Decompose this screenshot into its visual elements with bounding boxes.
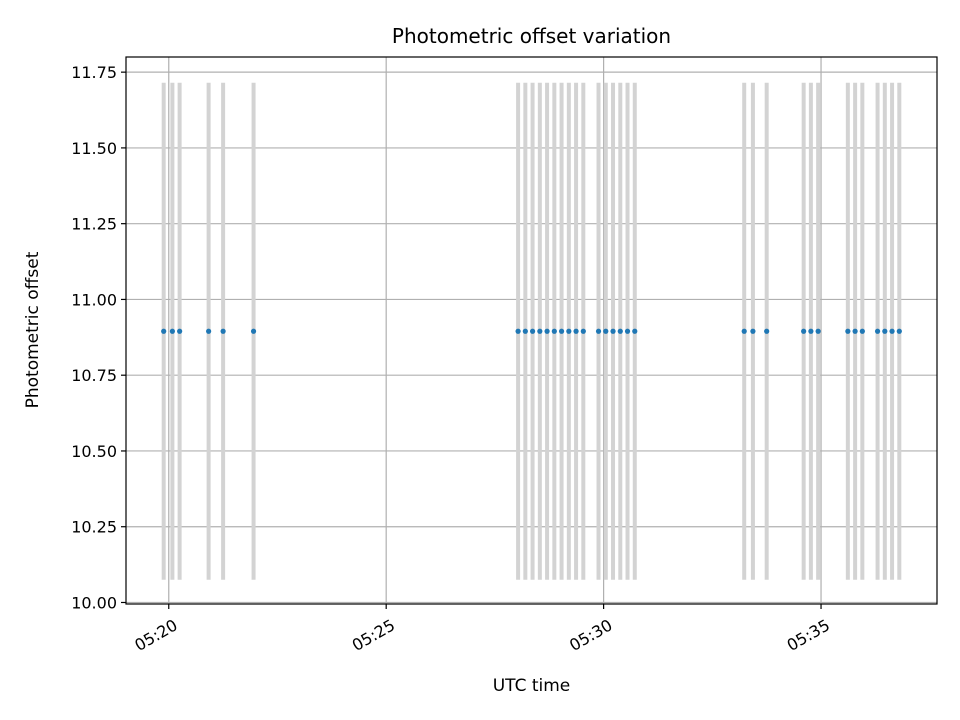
data-point xyxy=(808,328,814,334)
data-point xyxy=(551,328,557,334)
data-point xyxy=(624,328,631,334)
data-point xyxy=(859,328,865,334)
data-point xyxy=(573,328,579,334)
data-point xyxy=(250,328,257,334)
data-point xyxy=(580,328,586,334)
data-point xyxy=(741,328,747,334)
data-point xyxy=(889,328,895,334)
data-point xyxy=(558,328,565,334)
data-point xyxy=(522,328,528,334)
data-point xyxy=(566,328,572,334)
data-point xyxy=(161,328,167,334)
plot-frame xyxy=(125,56,938,605)
data-points xyxy=(161,328,902,334)
x-axis-label: UTC time xyxy=(493,676,571,696)
y-tick-label: 10.00 xyxy=(71,593,117,612)
y-tick-label: 10.75 xyxy=(71,366,117,385)
y-tick-label: 10.50 xyxy=(71,442,117,461)
data-point xyxy=(537,328,543,334)
y-tick-label: 10.25 xyxy=(71,518,117,537)
data-point xyxy=(896,328,902,334)
data-point xyxy=(610,328,616,334)
data-point xyxy=(617,328,623,334)
data-point xyxy=(544,328,550,334)
data-point xyxy=(595,328,602,334)
data-point xyxy=(206,328,212,334)
data-point xyxy=(764,328,770,334)
data-point xyxy=(220,328,226,334)
data-point xyxy=(845,328,851,334)
data-point xyxy=(801,328,807,334)
y-axis-label: Photometric offset xyxy=(23,251,43,408)
data-point xyxy=(632,328,638,334)
y-tick-label: 11.25 xyxy=(71,215,117,234)
y-tick-label: 11.50 xyxy=(71,139,117,158)
data-point xyxy=(603,328,609,334)
data-point xyxy=(529,328,536,334)
y-tick-label: 11.00 xyxy=(71,290,117,309)
data-point xyxy=(750,328,756,334)
data-point xyxy=(169,328,175,334)
data-point xyxy=(874,328,881,334)
data-point xyxy=(882,328,888,334)
data-point xyxy=(177,328,183,334)
y-tick-label: 11.75 xyxy=(71,63,117,82)
chart-title: Photometric offset variation xyxy=(392,24,671,48)
data-point xyxy=(815,328,821,334)
data-point xyxy=(852,328,858,334)
data-point xyxy=(515,328,521,334)
